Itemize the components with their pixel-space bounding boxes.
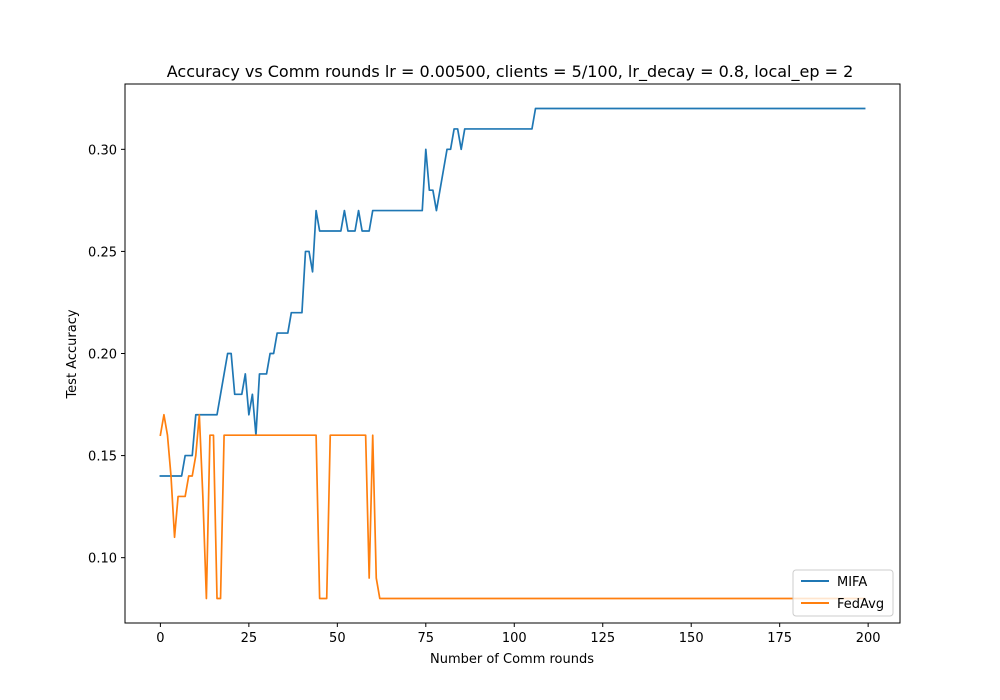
x-tick-label: 25 (241, 631, 258, 646)
y-tick-label: 0.10 (88, 552, 117, 567)
y-tick-label: 0.30 (88, 143, 117, 158)
x-tick-label: 150 (679, 631, 704, 646)
chart-title: Accuracy vs Comm rounds lr = 0.00500, cl… (167, 62, 854, 82)
x-tick-label: 100 (502, 631, 527, 646)
x-tick-label: 50 (329, 631, 346, 646)
x-axis: 0 25 50 75 100 125 150 175 200 (156, 623, 881, 646)
y-tick-label: 0.15 (88, 450, 117, 465)
x-tick-label: 0 (156, 631, 164, 646)
series-layer (159, 107, 866, 600)
series-line-fedavg (159, 413, 866, 600)
legend-label-fedavg: FedAvg (837, 597, 884, 612)
y-axis-label: Test Accuracy (65, 309, 80, 399)
y-tick-label: 0.20 (88, 348, 117, 363)
x-tick-label: 75 (418, 631, 435, 646)
legend-label-mifa: MIFA (837, 575, 867, 590)
series-line-mifa (159, 107, 866, 477)
y-tick-label: 0.25 (88, 245, 117, 260)
x-tick-label: 125 (590, 631, 615, 646)
y-axis: 0.10 0.15 0.20 0.25 0.30 (88, 143, 125, 567)
x-tick-label: 200 (856, 631, 881, 646)
x-tick-label: 175 (767, 631, 792, 646)
x-axis-label: Number of Comm rounds (430, 652, 594, 667)
legend: MIFA FedAvg (792, 569, 894, 617)
